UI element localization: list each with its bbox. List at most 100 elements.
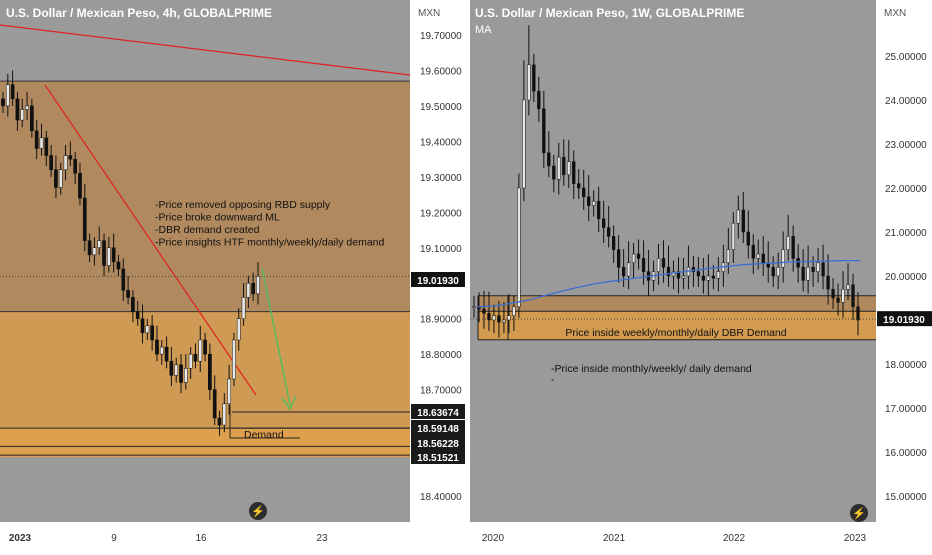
- price-label: 18.51521: [411, 449, 465, 464]
- candle: [63, 144, 68, 181]
- x-tick-label: 2022: [723, 533, 746, 544]
- candle: [746, 210, 750, 259]
- lightning-icon[interactable]: [249, 502, 267, 520]
- indicator-label: MA: [475, 24, 492, 36]
- candle: [179, 354, 183, 394]
- candle: [701, 257, 706, 294]
- pane-divider: [466, 0, 470, 550]
- candle: [636, 239, 641, 270]
- candle: [251, 272, 256, 301]
- candle: [691, 256, 696, 287]
- candle: [68, 141, 73, 167]
- candle: [183, 354, 188, 390]
- y-tick-label: 17.00000: [885, 404, 927, 415]
- x-tick-label: 2021: [603, 533, 626, 544]
- candle: [227, 364, 231, 415]
- note-line: -Price broke downward ML: [155, 212, 280, 224]
- candle: [512, 295, 516, 331]
- y-tick-label: 19.50000: [420, 102, 462, 113]
- candle: [567, 140, 571, 188]
- candle: [841, 271, 845, 318]
- candle: [44, 130, 49, 167]
- x-tick-label: 2023: [844, 533, 867, 544]
- candle: [602, 200, 606, 243]
- candle: [776, 252, 780, 290]
- candle: [816, 248, 820, 283]
- svg-text:18.56228: 18.56228: [417, 439, 459, 450]
- zone-demand-lower: [0, 428, 410, 457]
- svg-text:19.01930: 19.01930: [883, 315, 925, 326]
- candle: [572, 150, 576, 199]
- candle: [54, 155, 58, 199]
- candle: [188, 347, 193, 379]
- candle: [78, 162, 82, 206]
- x-tick-label: 23: [316, 533, 328, 544]
- candle: [711, 265, 716, 290]
- y-tick-label: 19.60000: [420, 66, 462, 77]
- candle: [587, 175, 591, 221]
- candle: [236, 308, 241, 351]
- candle: [801, 249, 805, 292]
- y-tick-label: 18.40000: [420, 492, 462, 503]
- y-tick-label: 19.40000: [420, 137, 462, 148]
- candle: [786, 214, 790, 261]
- candle: [208, 343, 212, 401]
- note-dash: -: [551, 374, 555, 386]
- candle: [34, 120, 39, 160]
- candle: [631, 243, 636, 279]
- candle: [92, 237, 97, 266]
- svg-text:18.51521: 18.51521: [417, 453, 459, 464]
- x-tick-label: 16: [195, 533, 207, 544]
- candle: [58, 162, 63, 195]
- zone-weekly-zone: [478, 295, 876, 312]
- price-label: 19.01930: [877, 311, 932, 327]
- candle: [761, 235, 765, 276]
- candle: [169, 347, 174, 387]
- x-tick-label: 2023: [9, 533, 32, 544]
- candle: [846, 263, 850, 301]
- svg-text:19.01930: 19.01930: [417, 276, 459, 287]
- trendline-ml: [44, 84, 257, 396]
- candle: [111, 233, 116, 273]
- candle: [577, 169, 581, 199]
- candle: [696, 257, 701, 287]
- candle: [20, 98, 25, 128]
- candle: [5, 74, 10, 117]
- lightning-icon[interactable]: [850, 504, 868, 522]
- projection-arrowhead: [281, 395, 297, 411]
- candle: [106, 237, 111, 273]
- zone-supply: [0, 81, 410, 312]
- y-tick-label: 22.00000: [885, 184, 927, 195]
- note-line: -DBR demand created: [155, 224, 260, 236]
- y-tick-label: 20.00000: [885, 272, 927, 283]
- candle: [621, 249, 626, 287]
- candle: [241, 283, 246, 326]
- candle: [547, 131, 551, 177]
- svg-text:18.63674: 18.63674: [417, 408, 459, 419]
- price-axis: [876, 0, 932, 522]
- candle: [537, 76, 541, 122]
- chart-title: U.S. Dollar / Mexican Peso, 1W, GLOBALPR…: [475, 6, 744, 20]
- candle: [626, 241, 631, 290]
- y-tick-label: 19.70000: [420, 31, 462, 42]
- candle: [256, 262, 260, 305]
- y-tick-label: 18.80000: [420, 350, 462, 361]
- candle: [517, 173, 521, 318]
- candle: [15, 91, 20, 131]
- candle: [121, 258, 126, 301]
- candle: [472, 295, 476, 318]
- candle: [97, 226, 102, 255]
- candle: [616, 235, 621, 283]
- zone-label: Price inside weekly/monthly/daily DBR De…: [565, 327, 786, 339]
- chart-title: U.S. Dollar / Mexican Peso, 4h, GLOBALPR…: [6, 6, 272, 20]
- candle: [116, 254, 121, 277]
- y-tick-label: 23.00000: [885, 140, 927, 151]
- candle: [771, 256, 775, 287]
- candle: [706, 254, 711, 296]
- svg-text:18.59148: 18.59148: [417, 424, 459, 435]
- candle: [159, 339, 164, 365]
- y-tick-label: 19.30000: [420, 173, 462, 184]
- candle: [502, 301, 506, 334]
- candle: [606, 206, 611, 248]
